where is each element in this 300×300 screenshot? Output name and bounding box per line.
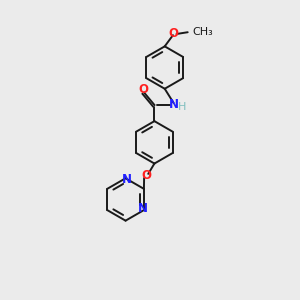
Text: N: N — [122, 173, 132, 186]
Text: N: N — [169, 98, 178, 111]
Text: O: O — [139, 82, 148, 95]
Text: O: O — [168, 28, 178, 40]
Text: CH₃: CH₃ — [193, 27, 213, 37]
Text: H: H — [178, 102, 187, 112]
Text: N: N — [138, 202, 148, 215]
Text: O: O — [141, 169, 151, 182]
